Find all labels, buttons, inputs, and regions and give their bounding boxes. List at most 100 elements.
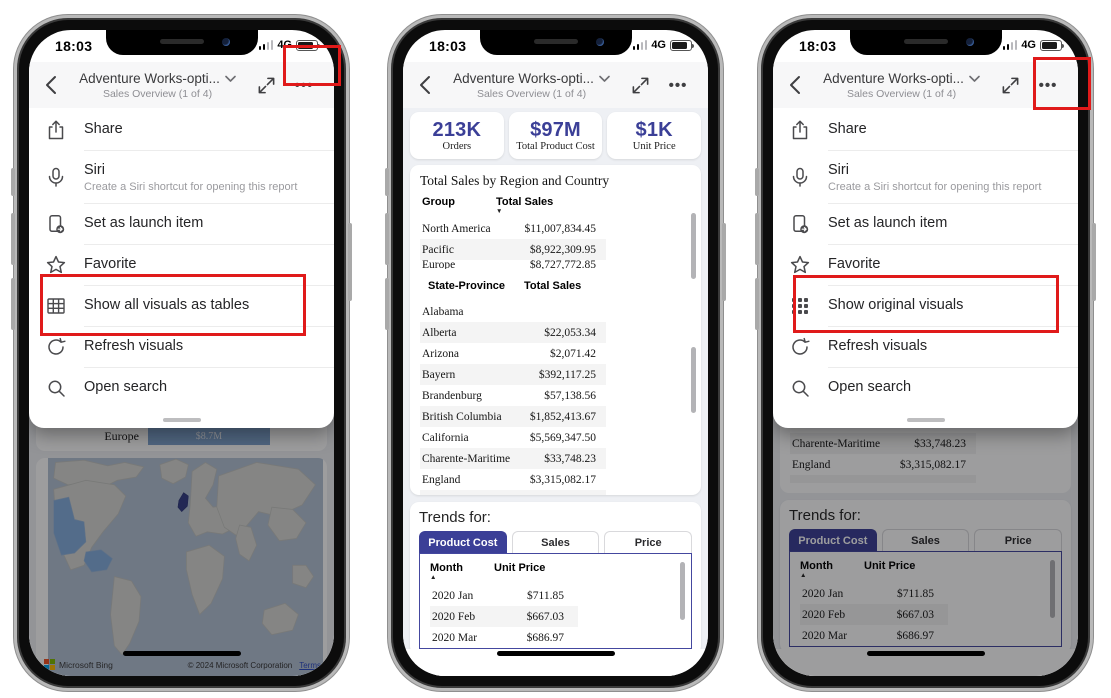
chevron-down-icon [599, 75, 610, 82]
phone-right: 18:03 4G Adventure Works-opti... Sales O… [755, 15, 1096, 691]
chevron-down-icon [969, 75, 980, 82]
home-indicator[interactable] [496, 651, 615, 656]
mute-switch [385, 168, 389, 196]
table-row[interactable]: Alabama [422, 305, 464, 318]
menu-item-favorite[interactable]: Favorite [773, 245, 1078, 285]
menu-item-set-launch[interactable]: Set as launch item [29, 204, 334, 244]
kpi-unit-price[interactable]: $1K Unit Price [607, 112, 702, 159]
table-row[interactable]: Charente-Maritime $33,748.23 [790, 433, 976, 454]
column-header-state[interactable]: State-Province [428, 280, 506, 292]
menu-item-set-launch[interactable]: Set as launch item [773, 204, 1078, 244]
kpi-total-product-cost[interactable]: $97M Total Product Cost [508, 112, 603, 159]
scrollbar[interactable] [1050, 560, 1055, 618]
tab-sales[interactable]: Sales [511, 531, 600, 553]
home-indicator[interactable] [866, 651, 985, 656]
table-row[interactable]: 2020 Jan $711.85 [432, 589, 564, 602]
trends-table[interactable]: Month ▲ Unit Price 2020 Jan $711.85 2020 F… [789, 551, 1062, 647]
column-header-month[interactable]: Month ▲ [430, 562, 494, 582]
tab-sales[interactable]: Sales [881, 529, 970, 551]
table-row[interactable]: 2020 Mar $686.97 [802, 629, 934, 642]
expand-button[interactable] [253, 76, 279, 95]
sheet-grabber[interactable] [162, 418, 201, 422]
scrollbar[interactable] [691, 347, 696, 413]
menu-item-siri[interactable]: Siri Create a Siri shortcut for opening … [29, 151, 334, 203]
report-titles[interactable]: Adventure Works-opti... Sales Overview (… [436, 70, 627, 100]
bar-chart-row[interactable]: Europe $8.7M [36, 427, 327, 445]
more-button[interactable]: ••• [668, 76, 688, 94]
column-header-unit-price[interactable]: Unit Price [494, 562, 546, 574]
table-row[interactable]: England $3,315,082.17 [422, 473, 596, 486]
table-row-clipped[interactable]: Europe $8,727,772.85 [422, 260, 596, 269]
table-row[interactable]: 2020 Feb $667.03 [430, 606, 578, 627]
back-button[interactable] [416, 74, 436, 96]
menu-item-refresh[interactable]: Refresh visuals [29, 327, 334, 367]
mute-switch [755, 168, 759, 196]
tab-price[interactable]: Price [974, 529, 1063, 551]
volume-down-button [11, 278, 15, 330]
sort-desc-icon: ▼ [496, 208, 503, 216]
sort-asc-icon: ▲ [430, 574, 437, 582]
menu-item-favorite[interactable]: Favorite [29, 245, 334, 285]
report-title: Adventure Works-opti... [79, 70, 220, 86]
column-header-month[interactable]: Month ▲ [800, 560, 864, 580]
table-row[interactable]: Bayern $392,117.25 [420, 364, 606, 385]
menu-item-refresh[interactable]: Refresh visuals [773, 327, 1078, 367]
kpi-orders[interactable]: 213K Orders [410, 112, 504, 159]
expand-button[interactable] [997, 76, 1023, 95]
table-row[interactable]: 2020 Jan $711.85 [802, 587, 934, 600]
menu-item-show-tables[interactable]: Show all visuals as tables [29, 286, 334, 326]
tab-product-cost[interactable]: Product Cost [789, 529, 877, 551]
menu-item-open-search[interactable]: Open search [773, 368, 1078, 408]
table-row[interactable]: California $5,569,347.50 [422, 431, 596, 444]
table-row[interactable]: Brandenburg $57,138.56 [422, 389, 596, 402]
report-titles[interactable]: Adventure Works-opti... Sales Overview (… [62, 70, 253, 100]
volume-down-button [385, 278, 389, 330]
back-button[interactable] [786, 74, 806, 96]
table-row[interactable]: Pacific $8,922,309.95 [420, 239, 606, 260]
column-header-unit-price[interactable]: Unit Price [864, 560, 916, 572]
menu-item-label: Open search [828, 379, 912, 396]
sheet-grabber[interactable] [906, 418, 945, 422]
home-indicator[interactable] [122, 651, 241, 656]
launch-item-icon [45, 213, 67, 235]
scrollbar[interactable] [680, 562, 685, 620]
trends-table[interactable]: Month ▲ Unit Price 2020 Jan $711.85 2020 F… [419, 553, 692, 649]
menu-divider [828, 244, 1078, 245]
expand-button[interactable] [627, 76, 653, 95]
report-titles[interactable]: Adventure Works-opti... Sales Overview (… [806, 70, 997, 100]
scrollbar[interactable] [691, 213, 696, 279]
terms-link[interactable]: Terms [299, 661, 321, 670]
report-header: Adventure Works-opti... Sales Overview (… [403, 62, 708, 108]
table-row[interactable]: 2020 Mar $686.97 [432, 631, 564, 644]
map-visual[interactable]: Microsoft Bing © 2024 Microsoft Corporat… [36, 458, 327, 676]
table-row[interactable]: Charente-Maritime $33,748.23 [420, 448, 606, 469]
menu-item-show-original[interactable]: Show original visuals [773, 286, 1078, 326]
speaker [159, 39, 204, 44]
screen-body: Charente-Maritime $33,748.23 England $3,31… [773, 108, 1078, 676]
menu-divider [828, 285, 1078, 286]
menu-item-share[interactable]: Share [773, 110, 1078, 150]
tab-price[interactable]: Price [604, 531, 693, 553]
table-row[interactable]: England $3,315,082.17 [792, 458, 966, 471]
bar-segment[interactable]: $8.7M [148, 427, 270, 445]
report-header: Adventure Works-opti... Sales Overview (… [773, 62, 1078, 108]
sales-table-visual[interactable]: Total Sales by Region and Country Group … [410, 165, 701, 495]
menu-item-open-search[interactable]: Open search [29, 368, 334, 408]
column-header-total-sales[interactable]: Total Sales ▼ [496, 196, 554, 216]
more-menu: Share Siri Create a Siri shortcut for op… [773, 108, 1078, 428]
menu-item-siri[interactable]: Siri Create a Siri shortcut for opening … [773, 151, 1078, 203]
microphone-icon [45, 166, 67, 188]
table-row[interactable]: British Columbia $1,852,413.67 [420, 406, 606, 427]
table-row[interactable]: Arizona $2,071.42 [422, 347, 596, 360]
column-header-group[interactable]: Group [422, 196, 455, 208]
table-row[interactable]: Alberta $22,053.34 [420, 322, 606, 343]
table-row[interactable]: North America $11,007,834.45 [422, 222, 596, 235]
more-button[interactable]: ••• [1038, 76, 1058, 94]
table-row[interactable]: 2020 Feb $667.03 [800, 604, 948, 625]
column-header-total-sales[interactable]: Total Sales [524, 280, 582, 292]
tab-product-cost[interactable]: Product Cost [419, 531, 507, 553]
menu-item-share[interactable]: Share [29, 110, 334, 150]
back-button[interactable] [42, 74, 62, 96]
more-menu: Share Siri Create a Siri shortcut for op… [29, 108, 334, 428]
report-subtitle: Sales Overview (1 of 4) [476, 88, 587, 101]
